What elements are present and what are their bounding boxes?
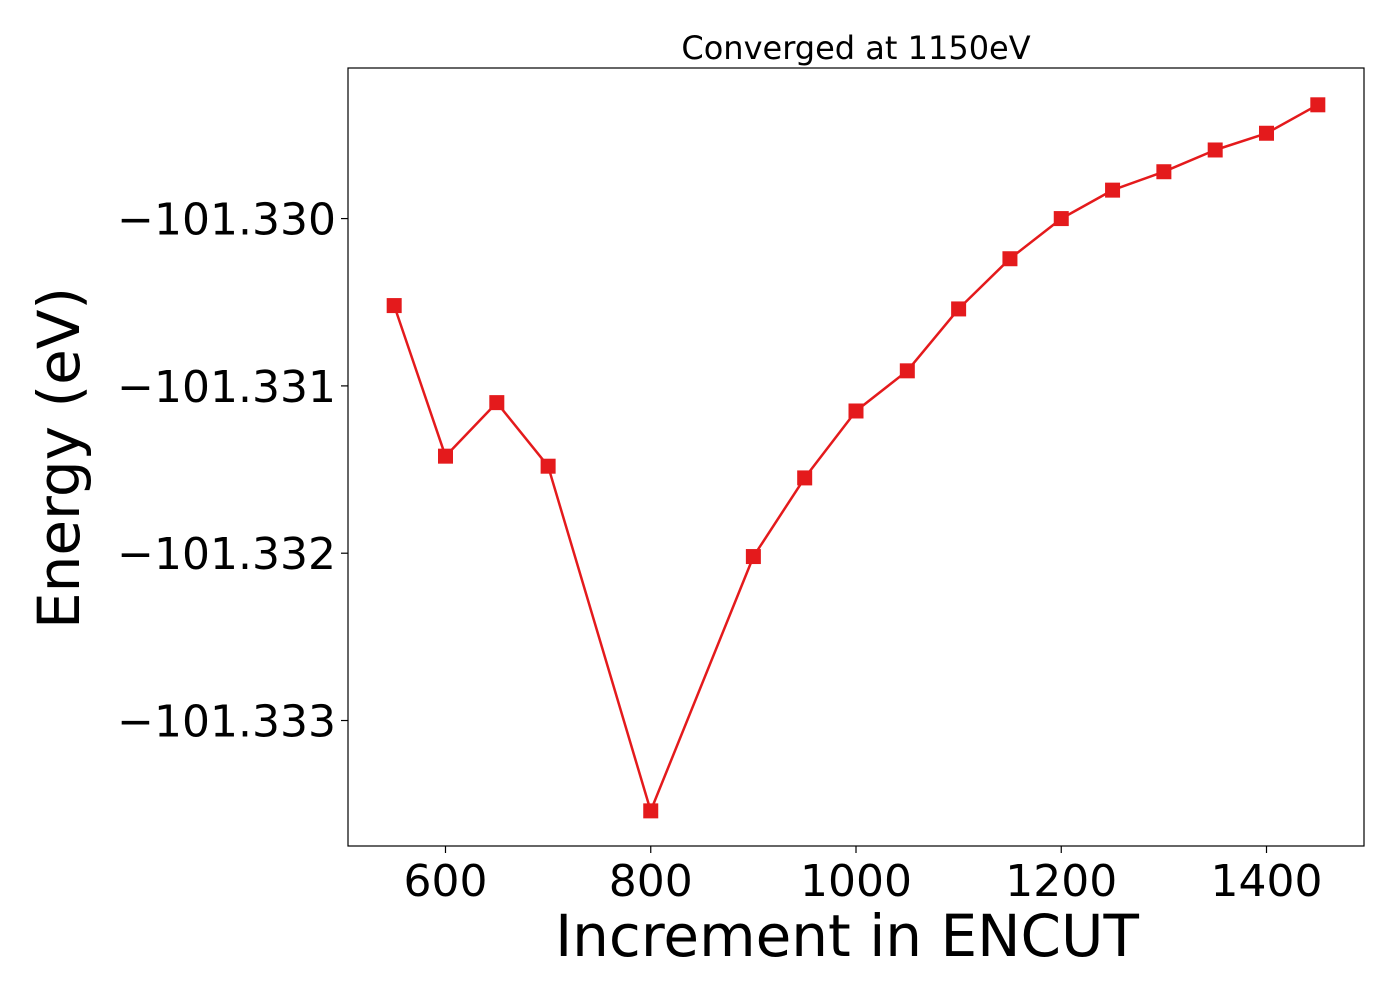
x-tick-label: 600	[404, 856, 488, 907]
chart-title: Converged at 1150eV	[681, 29, 1030, 67]
y-tick-label: −101.331	[117, 362, 336, 413]
y-tick-label: −101.333	[117, 697, 336, 748]
data-point-marker	[1259, 125, 1275, 141]
x-tick-label: 1000	[800, 856, 912, 907]
y-axis-label: Energy (eV)	[25, 287, 93, 629]
data-point-marker	[643, 803, 659, 819]
data-series	[386, 97, 1326, 819]
data-point-marker	[1002, 251, 1018, 267]
x-axis-ticks: 600 800 1000 1200 1400	[404, 846, 1323, 907]
x-tick-label: 1200	[1005, 856, 1117, 907]
data-point-marker	[1156, 164, 1172, 180]
data-point-marker	[386, 298, 402, 314]
data-point-marker	[797, 470, 813, 486]
y-axis-ticks: −101.330 −101.331 −101.332 −101.333	[117, 195, 348, 748]
data-point-marker	[437, 448, 453, 464]
x-tick-label: 800	[609, 856, 693, 907]
plot-area	[347, 67, 1365, 847]
x-axis-label: Increment in ENCUT	[555, 902, 1139, 970]
data-point-marker	[745, 549, 761, 565]
data-point-marker	[1310, 97, 1326, 113]
data-point-marker	[489, 395, 505, 411]
data-point-marker	[951, 301, 967, 317]
data-point-marker	[1207, 142, 1223, 158]
y-tick-label: −101.332	[117, 529, 336, 580]
data-point-marker	[1105, 182, 1121, 198]
data-point-marker	[540, 458, 556, 474]
x-tick-label: 1400	[1211, 856, 1323, 907]
data-point-marker	[1053, 211, 1069, 227]
data-point-marker	[848, 403, 864, 419]
y-tick-label: −101.330	[117, 195, 336, 246]
data-point-marker	[899, 363, 915, 379]
